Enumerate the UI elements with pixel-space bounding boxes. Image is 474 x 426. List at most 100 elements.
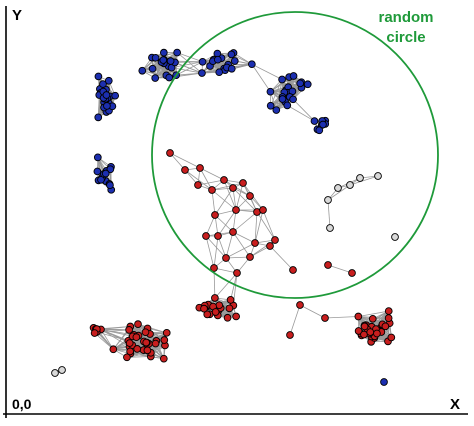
network-edge bbox=[223, 179, 237, 211]
red-node bbox=[348, 269, 356, 277]
red-node bbox=[215, 301, 224, 310]
blue-node bbox=[278, 95, 287, 103]
blue-node bbox=[148, 64, 157, 73]
red-node bbox=[289, 266, 297, 274]
red-node bbox=[90, 329, 99, 337]
network-edge bbox=[289, 304, 301, 336]
red-node bbox=[321, 314, 329, 322]
network-edge bbox=[225, 256, 251, 259]
red-node bbox=[211, 211, 219, 219]
red-node bbox=[133, 345, 142, 353]
red-node bbox=[373, 329, 381, 338]
blue-node bbox=[93, 167, 102, 176]
network-edge bbox=[327, 199, 331, 229]
blue-node bbox=[380, 378, 388, 386]
network-edge bbox=[152, 68, 177, 76]
red-node bbox=[125, 339, 134, 347]
network-edge bbox=[214, 272, 238, 299]
network-edge bbox=[213, 235, 219, 269]
gray-node bbox=[334, 184, 342, 192]
gray-node bbox=[51, 369, 59, 377]
red-node bbox=[202, 232, 210, 240]
network-edge bbox=[214, 214, 234, 233]
gray-node bbox=[374, 172, 382, 180]
red-node bbox=[142, 338, 151, 347]
red-node bbox=[109, 345, 118, 354]
gray-node bbox=[346, 181, 354, 189]
red-node bbox=[233, 269, 241, 277]
network-edge bbox=[199, 167, 213, 191]
red-node bbox=[196, 164, 204, 172]
network-edge bbox=[211, 182, 244, 191]
network-edge bbox=[176, 52, 203, 74]
red-node bbox=[151, 339, 160, 348]
blue-node bbox=[198, 57, 207, 66]
network-edge bbox=[199, 167, 225, 181]
red-node bbox=[132, 333, 141, 341]
network-edge bbox=[251, 63, 283, 80]
red-node bbox=[125, 326, 133, 334]
blue-node bbox=[138, 66, 147, 75]
blue-node bbox=[198, 69, 206, 77]
red-node bbox=[214, 232, 222, 240]
blue-node bbox=[103, 102, 111, 110]
blue-node bbox=[104, 76, 113, 85]
red-node bbox=[181, 166, 189, 174]
circle-label-line2: circle bbox=[386, 29, 425, 46]
blue-node bbox=[266, 101, 275, 110]
blue-node bbox=[94, 72, 103, 81]
blue-node bbox=[99, 80, 107, 88]
red-node bbox=[123, 353, 131, 362]
network-edge bbox=[287, 105, 315, 122]
network-edge bbox=[254, 211, 258, 244]
red-node bbox=[210, 264, 218, 272]
network-edge bbox=[225, 231, 234, 259]
blue-node bbox=[296, 79, 305, 88]
network-edge bbox=[211, 189, 216, 216]
network-edge bbox=[235, 182, 244, 211]
network-edge bbox=[113, 329, 130, 350]
blue-node bbox=[97, 175, 105, 184]
blue-node bbox=[315, 126, 324, 135]
red-node bbox=[368, 314, 377, 323]
network-edge bbox=[232, 231, 251, 258]
red-node bbox=[286, 331, 294, 339]
network-edge bbox=[327, 184, 351, 201]
blue-node bbox=[159, 56, 168, 64]
red-node bbox=[222, 254, 230, 262]
red-node bbox=[225, 304, 234, 313]
network-edge bbox=[292, 99, 315, 122]
blue-node bbox=[213, 55, 222, 64]
gray-node bbox=[58, 366, 66, 374]
network-edge bbox=[100, 329, 130, 348]
red-node bbox=[387, 333, 396, 342]
network-edge bbox=[100, 329, 114, 350]
red-node bbox=[360, 322, 369, 331]
network-edge bbox=[251, 63, 271, 92]
network-edge bbox=[269, 245, 294, 271]
network-edge bbox=[349, 175, 379, 186]
network-edge bbox=[232, 187, 258, 213]
network-edge bbox=[225, 242, 256, 259]
blue-node bbox=[101, 169, 110, 178]
red-node bbox=[324, 261, 332, 269]
red-node bbox=[159, 354, 168, 363]
red-node bbox=[223, 313, 232, 322]
red-node bbox=[384, 307, 393, 315]
network-edge bbox=[205, 235, 227, 259]
network-edge bbox=[230, 272, 238, 300]
red-node bbox=[208, 186, 216, 194]
network-edge bbox=[100, 329, 133, 337]
network-edge bbox=[256, 211, 276, 241]
network-edge bbox=[327, 264, 353, 274]
red-node bbox=[232, 312, 240, 321]
red-node bbox=[160, 336, 169, 344]
red-node bbox=[200, 304, 208, 313]
blue-node bbox=[227, 50, 236, 59]
red-node bbox=[141, 328, 150, 337]
red-node bbox=[166, 149, 174, 157]
network-edge bbox=[211, 189, 237, 211]
gray-node bbox=[326, 224, 334, 232]
random-circle bbox=[151, 11, 439, 299]
